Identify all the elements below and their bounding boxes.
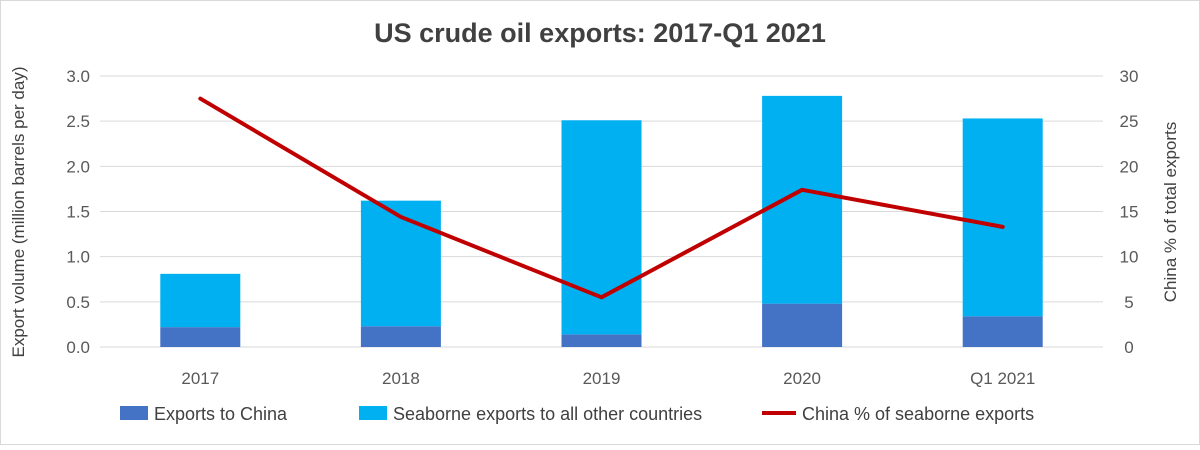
legend: Exports to China Seaborne exports to all… bbox=[120, 404, 1034, 424]
legend-label-line: China % of seaborne exports bbox=[802, 404, 1034, 424]
bar-china bbox=[962, 316, 1043, 347]
y-tick-label: 0.0 bbox=[66, 338, 90, 357]
y2-tick-label: 30 bbox=[1120, 67, 1139, 86]
china-share-line bbox=[198, 96, 1005, 300]
chart-title: US crude oil exports: 2017-Q1 2021 bbox=[374, 18, 826, 48]
legend-label-other: Seaborne exports to all other countries bbox=[393, 404, 702, 424]
y2-tick-label: 25 bbox=[1120, 112, 1139, 131]
y-axis-title: Export volume (million barrels per day) bbox=[9, 67, 28, 358]
y2-tick-label: 10 bbox=[1120, 248, 1139, 267]
bar-other bbox=[561, 120, 642, 335]
bar-other bbox=[360, 200, 441, 327]
bar-china bbox=[762, 303, 843, 347]
bar-china bbox=[561, 334, 642, 347]
y-tick-label: 2.5 bbox=[66, 112, 90, 131]
x-tick-label: 2019 bbox=[583, 369, 621, 388]
x-tick-label: Q1 2021 bbox=[970, 369, 1035, 388]
y2-axis-title: China % of total exports bbox=[1161, 122, 1180, 302]
y2-tick-label: 15 bbox=[1120, 203, 1139, 222]
y2-tick-label: 0 bbox=[1124, 338, 1133, 357]
y-tick-label: 0.5 bbox=[66, 293, 90, 312]
x-tick-label: 2018 bbox=[382, 369, 420, 388]
legend-label-china: Exports to China bbox=[154, 404, 288, 424]
bar-other bbox=[962, 118, 1043, 317]
bar-other bbox=[160, 273, 241, 328]
line-series bbox=[198, 96, 1005, 300]
y-tick-label: 3.0 bbox=[66, 67, 90, 86]
legend-swatch-china bbox=[120, 406, 148, 420]
y2-tick-label: 5 bbox=[1124, 293, 1133, 312]
y-tick-label: 2.0 bbox=[66, 157, 90, 176]
y2-tick-label: 20 bbox=[1120, 157, 1139, 176]
x-tick-label: 2020 bbox=[783, 369, 821, 388]
y-tick-label: 1.0 bbox=[66, 248, 90, 267]
legend-swatch-other bbox=[359, 406, 387, 420]
x-tick-label: 2017 bbox=[181, 369, 219, 388]
bar-china bbox=[160, 327, 241, 347]
tick-labels: 0.0 0.5 1.0 1.5 2.0 2.5 3.0 0 5 10 15 20 25 30 2017 201… bbox=[66, 67, 1138, 388]
bar-other bbox=[762, 95, 843, 304]
y-tick-label: 1.5 bbox=[66, 203, 90, 222]
bar-china bbox=[360, 326, 441, 347]
bars bbox=[160, 95, 1043, 347]
